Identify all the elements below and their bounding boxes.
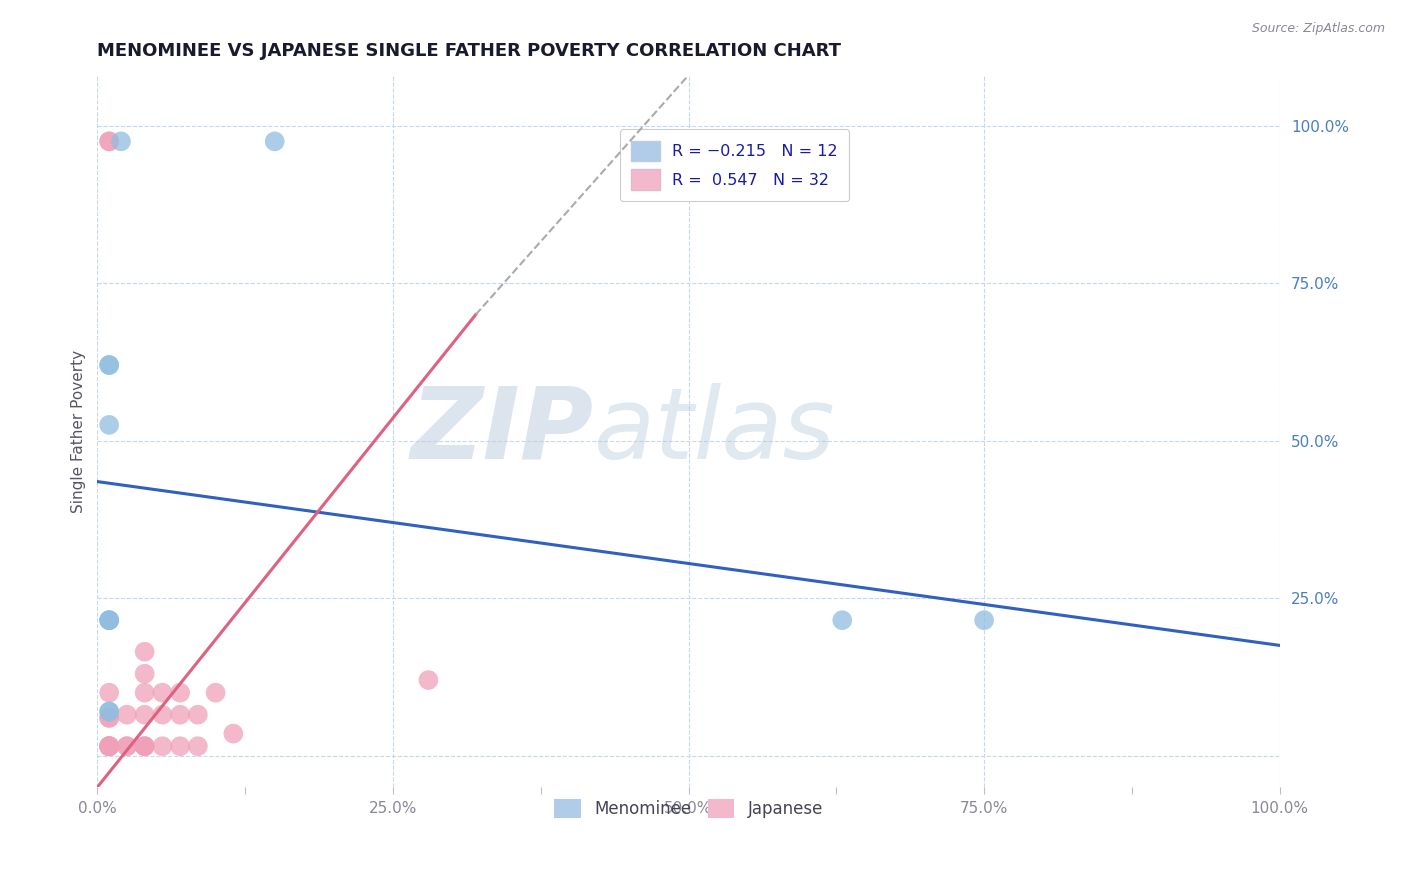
Point — [98, 739, 121, 754]
Point — [222, 726, 245, 740]
Point — [98, 613, 121, 627]
Point — [98, 739, 121, 754]
Point — [98, 739, 121, 754]
Point — [115, 739, 138, 754]
Point — [98, 711, 121, 725]
Text: Source: ZipAtlas.com: Source: ZipAtlas.com — [1251, 22, 1385, 36]
Point — [98, 739, 121, 754]
Y-axis label: Single Father Poverty: Single Father Poverty — [72, 350, 86, 513]
Point — [98, 134, 121, 148]
Point — [150, 707, 173, 722]
Text: MENOMINEE VS JAPANESE SINGLE FATHER POVERTY CORRELATION CHART: MENOMINEE VS JAPANESE SINGLE FATHER POVE… — [97, 42, 841, 60]
Point — [98, 705, 121, 719]
Point — [98, 417, 121, 432]
Text: atlas: atlas — [593, 383, 835, 480]
Point — [98, 686, 121, 700]
Point — [98, 705, 121, 719]
Point — [98, 134, 121, 148]
Point — [418, 673, 440, 687]
Point — [831, 613, 853, 627]
Point — [150, 739, 173, 754]
Point — [98, 711, 121, 725]
Point — [134, 686, 156, 700]
Point — [169, 739, 191, 754]
Point — [110, 134, 132, 148]
Point — [134, 645, 156, 659]
Point — [169, 686, 191, 700]
Text: ZIP: ZIP — [411, 383, 593, 480]
Point — [134, 707, 156, 722]
Point — [98, 739, 121, 754]
Point — [134, 739, 156, 754]
Point — [115, 707, 138, 722]
Point — [187, 739, 209, 754]
Point — [187, 707, 209, 722]
Point — [134, 666, 156, 681]
Point — [98, 613, 121, 627]
Point — [169, 707, 191, 722]
Point — [98, 358, 121, 372]
Point — [150, 686, 173, 700]
Point — [98, 613, 121, 627]
Point — [204, 686, 226, 700]
Point — [134, 739, 156, 754]
Legend: Menominee, Japanese: Menominee, Japanese — [547, 792, 830, 825]
Point — [263, 134, 285, 148]
Point — [973, 613, 995, 627]
Point — [98, 739, 121, 754]
Point — [134, 739, 156, 754]
Point — [115, 739, 138, 754]
Point — [98, 358, 121, 372]
